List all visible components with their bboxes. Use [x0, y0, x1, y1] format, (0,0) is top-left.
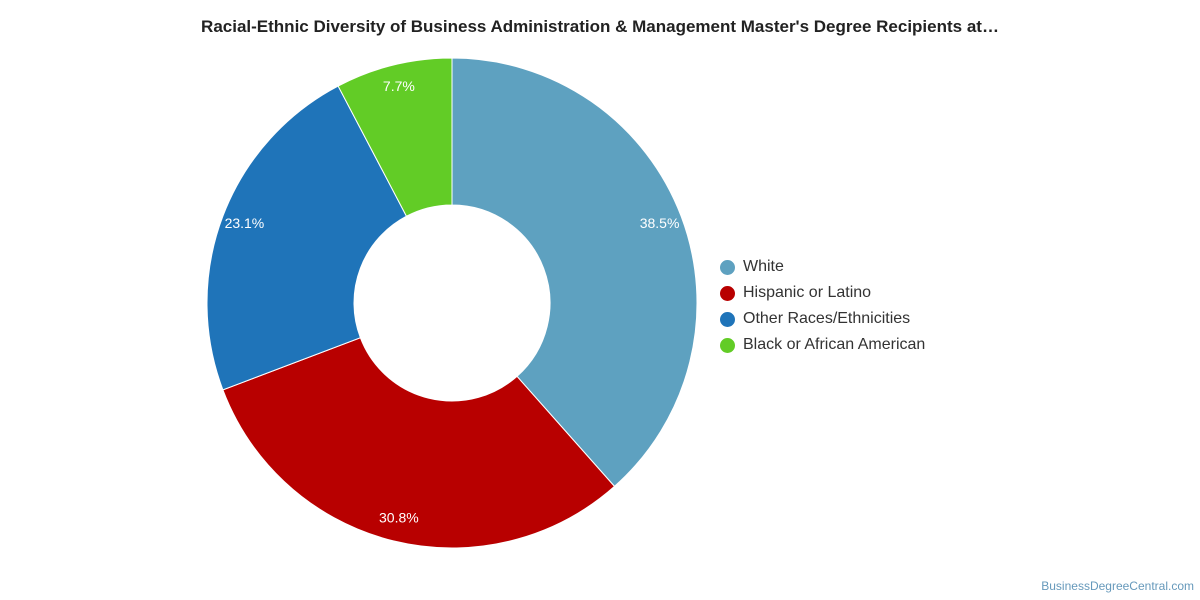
- slice-other-races-ethnicities[interactable]: [206, 85, 408, 391]
- chart-title: Racial-Ethnic Diversity of Business Admi…: [201, 17, 999, 36]
- chart-legend: White Hispanic or Latino Other Races/Eth…: [720, 254, 925, 358]
- slice-white[interactable]: [451, 57, 698, 488]
- legend-label-black-or-african-american: Black or African American: [743, 336, 926, 353]
- legend-swatch-white: [720, 259, 735, 275]
- legend-label-white: White: [743, 258, 784, 275]
- slice-label-hispanic-or-latino: 30.8%: [379, 509, 419, 525]
- legend-item-white[interactable]: White: [720, 254, 925, 280]
- legend-item-other-races[interactable]: Other Races/Ethnicities: [720, 306, 925, 332]
- slice-hispanic-or-latino[interactable]: [222, 337, 616, 549]
- legend-swatch-other-races: [720, 311, 735, 327]
- legend-label-other-races: Other Races/Ethnicities: [743, 310, 911, 327]
- slice-label-white: 38.5%: [640, 215, 680, 231]
- legend-swatch-hispanic-or-latino: [720, 285, 735, 301]
- slice-black-or-african-american[interactable]: [337, 57, 453, 217]
- slice-label-black-or-african-american: 7.7%: [383, 78, 415, 94]
- legend-swatch-black-or-african-american: [720, 337, 735, 353]
- slice-label-other-races-ethnicities: 23.1%: [225, 215, 265, 231]
- legend-item-black-or-african-american[interactable]: Black or African American: [720, 332, 925, 358]
- legend-label-hispanic-or-latino: Hispanic or Latino: [743, 284, 872, 301]
- source-credit-link[interactable]: BusinessDegreeCentral.com: [1041, 579, 1194, 593]
- legend-item-hispanic-or-latino[interactable]: Hispanic or Latino: [720, 280, 925, 306]
